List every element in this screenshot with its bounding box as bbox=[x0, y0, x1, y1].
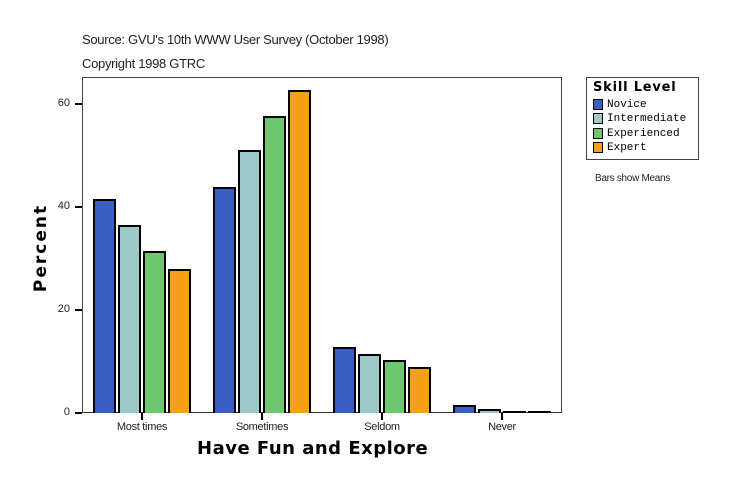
plot-area bbox=[82, 77, 562, 413]
y-tick-mark bbox=[75, 103, 82, 105]
legend-label: Expert bbox=[607, 141, 647, 154]
x-tick-label: Most times bbox=[116, 421, 168, 433]
bar-intermediate-sometimes bbox=[238, 150, 261, 413]
legend-swatch-intermediate bbox=[593, 113, 603, 124]
legend-item-novice: Novice bbox=[593, 98, 647, 111]
x-tick-label: Sometimes bbox=[235, 421, 289, 433]
bar-intermediate-most-times bbox=[118, 225, 141, 413]
x-tick-label: Seldom bbox=[364, 421, 400, 433]
y-tick-label: 0 bbox=[63, 406, 70, 418]
legend-item-intermediate: Intermediate bbox=[593, 112, 686, 125]
means-note: Bars show Means bbox=[595, 173, 670, 184]
bar-expert-never bbox=[528, 411, 551, 413]
legend-swatch-expert bbox=[593, 142, 603, 153]
bar-experienced-sometimes bbox=[263, 115, 286, 413]
y-tick-mark bbox=[75, 206, 82, 208]
x-tick-mark bbox=[261, 413, 263, 420]
bar-expert-sometimes bbox=[288, 90, 311, 413]
x-tick-mark bbox=[141, 413, 143, 420]
bar-intermediate-never bbox=[478, 409, 501, 413]
y-tick-label: 60 bbox=[57, 97, 70, 109]
x-tick-mark bbox=[501, 413, 503, 420]
bar-expert-most-times bbox=[168, 268, 191, 413]
bar-experienced-most-times bbox=[143, 250, 166, 413]
bar-novice-most-times bbox=[93, 198, 116, 413]
bar-expert-seldom bbox=[408, 367, 431, 413]
bar-novice-seldom bbox=[333, 347, 356, 413]
legend: Skill Level Novice Intermediate Experien… bbox=[586, 77, 699, 160]
x-axis-title: Have Fun and Explore bbox=[197, 438, 429, 459]
source-caption: Source: GVU's 10th WWW User Survey (Octo… bbox=[82, 32, 389, 47]
bar-novice-never bbox=[453, 405, 476, 413]
legend-item-expert: Expert bbox=[593, 141, 647, 154]
legend-label: Intermediate bbox=[607, 112, 687, 125]
y-tick-mark bbox=[75, 412, 82, 414]
legend-swatch-novice bbox=[593, 99, 603, 110]
bar-novice-sometimes bbox=[213, 186, 236, 413]
x-tick-label: Never bbox=[488, 421, 516, 433]
y-axis-title: Percent bbox=[31, 203, 51, 293]
bar-intermediate-seldom bbox=[358, 354, 381, 413]
legend-title: Skill Level bbox=[593, 80, 677, 95]
x-tick-mark bbox=[381, 413, 383, 420]
y-tick-label: 20 bbox=[57, 303, 70, 315]
legend-item-experienced: Experienced bbox=[593, 127, 680, 140]
y-tick-mark bbox=[75, 309, 82, 311]
legend-label: Novice bbox=[607, 98, 647, 111]
legend-swatch-experienced bbox=[593, 128, 603, 139]
bar-experienced-seldom bbox=[383, 360, 406, 413]
legend-label: Experienced bbox=[607, 127, 680, 140]
copyright-caption: Copyright 1998 GTRC bbox=[82, 56, 205, 71]
y-tick-label: 40 bbox=[57, 200, 70, 212]
bar-experienced-never bbox=[503, 411, 526, 413]
